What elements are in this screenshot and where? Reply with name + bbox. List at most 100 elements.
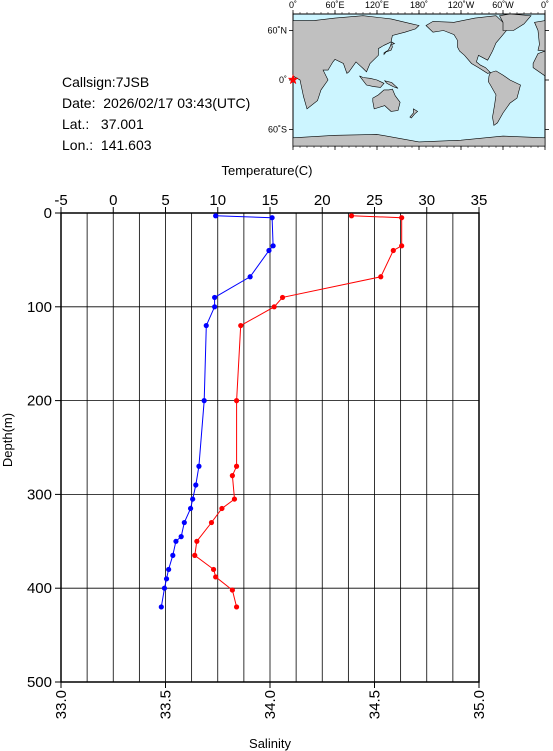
landmass — [292, 15, 420, 110]
temperature-tick-label: 5 — [161, 192, 169, 209]
temperature-tick-label: 30 — [418, 192, 435, 209]
salinity-data-point — [348, 213, 355, 219]
map-lon-label: 120˚E — [365, 0, 389, 10]
map-lon-label: 0˚ — [541, 0, 549, 10]
temperature-data-point — [212, 294, 218, 301]
map-lon-label: 0˚ — [289, 0, 297, 10]
temperature-axis-title: Temperature(C) — [221, 163, 312, 178]
temperature-data-point — [158, 604, 164, 610]
salinity-tick-label: 33.5 — [158, 690, 175, 719]
temperature-data-point — [269, 215, 275, 221]
landmass — [383, 80, 399, 89]
depth-tick-label: 200 — [27, 393, 52, 410]
date-text: Date: 2026/02/17 03:43(UTC) — [62, 95, 251, 111]
salinity-data-point — [231, 496, 238, 502]
temperature-data-point — [187, 505, 194, 512]
temperature-data-point — [173, 538, 179, 544]
temperature-data-point — [190, 496, 196, 502]
salinity-data-point — [378, 274, 384, 280]
temperature-data-point — [266, 247, 272, 254]
salinity-data-point — [208, 519, 215, 526]
salinity-data-point — [390, 247, 396, 254]
temperature-tick-label: -5 — [54, 192, 67, 209]
salinity-tick-label: 34.0 — [262, 690, 279, 719]
temperature-tick-label: 0 — [109, 192, 117, 209]
world-map: 0˚ 60˚E 120˚E 180˚ 120˚W 60˚W 0˚ 60˚N 0˚ 60˚S — [267, 0, 549, 150]
salinity-data-point — [229, 587, 235, 593]
salinity-data-point — [399, 243, 405, 249]
temperature-tick-label: 10 — [209, 192, 226, 209]
salinity-profile-line — [194, 215, 403, 608]
salinity-tick-label: 33.0 — [53, 690, 70, 719]
salinity-data-point — [271, 304, 277, 310]
temperature-data-point — [196, 463, 202, 469]
depth-tick-label: 400 — [27, 580, 52, 597]
latitude-text: Lat.: 37.001 — [62, 116, 144, 132]
salinity-data-point — [233, 604, 240, 610]
depth-tick-label: 100 — [27, 299, 52, 316]
temperature-tick-label: 35 — [471, 192, 488, 209]
temperature-profile-line — [160, 215, 274, 608]
temperature-data-point — [178, 534, 184, 540]
salinity-data-point — [213, 574, 219, 580]
salinity-tick-label: 35.0 — [471, 690, 488, 719]
temperature-data-point — [203, 322, 209, 329]
salinity-data-point — [192, 552, 198, 558]
station-star-icon — [287, 73, 299, 85]
map-lat-label: 0˚ — [279, 75, 287, 85]
temperature-data-point — [181, 519, 187, 526]
map-lat-label: 60˚N — [267, 26, 287, 36]
temperature-data-point — [212, 304, 218, 310]
chart-grid — [61, 213, 479, 682]
temperature-data-point — [213, 213, 219, 219]
landmass — [372, 88, 401, 112]
landmass — [532, 50, 546, 77]
temperature-tick-label: 20 — [314, 192, 331, 209]
salinity-data-point — [399, 215, 405, 221]
map-lon-label: 60˚W — [492, 0, 514, 10]
temperature-data-point — [193, 482, 199, 488]
temperature-data-point — [270, 243, 276, 249]
map-labels: 0˚ 60˚E 120˚E 180˚ 120˚W 60˚W 0˚ 60˚N 0˚ 60˚S — [267, 0, 549, 135]
depth-axis-title: Depth(m) — [0, 413, 15, 467]
salinity-data-point — [229, 473, 235, 479]
map-lon-label: 60˚E — [325, 0, 344, 10]
landmass — [499, 13, 532, 31]
salinity-axis-title: Salinity — [249, 736, 291, 751]
temperature-data-point — [247, 274, 253, 280]
temperature-data-point — [201, 398, 207, 404]
callsign-text: Callsign:7JSB — [62, 74, 150, 90]
temperature-data-point — [163, 576, 170, 582]
longitude-text: Lon.: 141.603 — [62, 137, 152, 153]
temperature-data-point — [166, 566, 172, 573]
temperature-data-point — [170, 552, 176, 558]
salinity-data-point — [219, 505, 225, 512]
station-info: Callsign:7JSB Date: 2026/02/17 03:43(UTC… — [62, 72, 250, 156]
salinity-data-point — [194, 538, 200, 544]
salinity-data-point — [279, 294, 286, 301]
landmass — [409, 108, 419, 119]
depth-tick-label: 300 — [27, 486, 52, 503]
landmass — [359, 75, 385, 88]
temperature-tick-label: 15 — [262, 192, 279, 209]
temperature-tick-label: 25 — [366, 192, 383, 209]
map-lon-label: 120˚W — [448, 0, 475, 10]
depth-tick-label: 0 — [44, 205, 52, 222]
landmass — [487, 70, 521, 126]
map-lon-label: 180˚ — [410, 0, 428, 10]
salinity-data-point — [233, 398, 240, 404]
landmass — [383, 41, 396, 56]
salinity-tick-label: 34.5 — [367, 690, 384, 719]
salinity-data-point — [233, 463, 240, 469]
salinity-data-point — [238, 322, 244, 329]
map-land — [292, 13, 546, 147]
map-lat-label: 60˚S — [268, 125, 287, 135]
salinity-data-point — [210, 566, 217, 573]
depth-tick-label: 500 — [27, 674, 52, 691]
landmass — [425, 15, 507, 74]
map-ticks — [289, 10, 549, 150]
temperature-data-point — [161, 585, 168, 591]
